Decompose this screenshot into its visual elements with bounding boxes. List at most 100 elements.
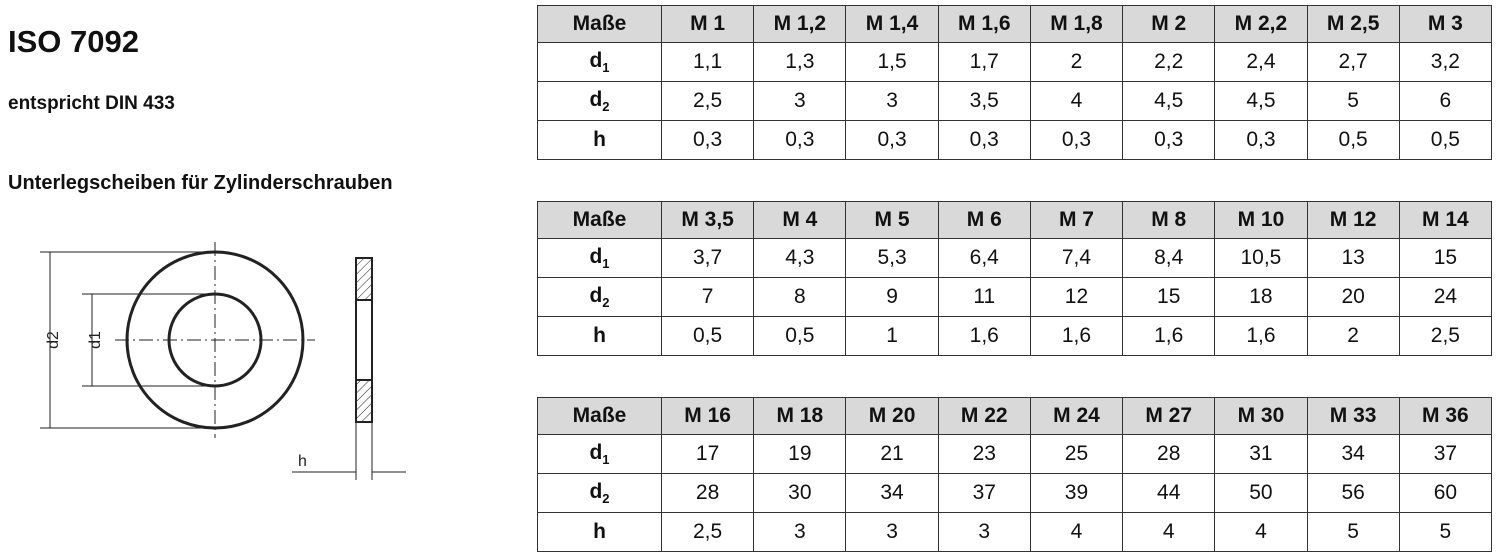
- header-cell: M 8: [1122, 201, 1216, 239]
- row-label: d2: [537, 81, 662, 121]
- data-row: h 0,3 0,3 0,3 0,3 0,3 0,3 0,3 0,5 0,5: [537, 120, 1493, 160]
- header-cell: M 2,2: [1214, 5, 1308, 43]
- cell: 0,5: [1398, 120, 1493, 160]
- row-label-sub: 1: [602, 256, 610, 272]
- cell: 3,7: [660, 238, 755, 278]
- header-cell: M 20: [845, 397, 939, 435]
- row-label-sub: 2: [602, 491, 610, 507]
- cell: 6: [1398, 81, 1493, 121]
- cell: 2,2: [1122, 42, 1216, 82]
- cell: 1,6: [1029, 316, 1124, 356]
- header-cell: M 12: [1306, 201, 1400, 239]
- cell: 2,5: [660, 512, 755, 552]
- cell: 7: [660, 277, 755, 317]
- cell: 0,5: [1306, 120, 1400, 160]
- data-row: d2 28 30 34 37 39 44 50 56 60: [537, 473, 1493, 513]
- row-label-sub: 1: [602, 60, 610, 76]
- row-label: h: [537, 120, 662, 160]
- data-row: d1 1,1 1,3 1,5 1,7 2 2,2 2,4 2,7 3,2: [537, 42, 1493, 82]
- cell: 6,4: [937, 238, 1031, 278]
- header-cell: M 7: [1029, 201, 1124, 239]
- cell: 11: [937, 277, 1031, 317]
- row-label-sub: 2: [602, 99, 610, 115]
- cell: 0,3: [845, 120, 939, 160]
- cell: 2: [1029, 42, 1124, 82]
- cell: 1: [845, 316, 939, 356]
- cell: 4,5: [1214, 81, 1308, 121]
- description: Unterlegscheiben für Zylinderschrauben: [8, 172, 393, 194]
- header-cell: M 33: [1306, 397, 1400, 435]
- cell: 15: [1122, 277, 1216, 317]
- cell: 3: [845, 512, 939, 552]
- cell: 28: [660, 473, 755, 513]
- header-cell: M 18: [753, 397, 847, 435]
- cell: 0,3: [1214, 120, 1308, 160]
- cell: 19: [753, 434, 847, 474]
- cell: 2,4: [1214, 42, 1308, 82]
- cell: 5: [1306, 512, 1400, 552]
- header-row: Maße M 16 M 18 M 20 M 22 M 24 M 27 M 30 M 33 M 36: [537, 397, 1493, 435]
- subtitle: entspricht DIN 433: [8, 93, 175, 114]
- cell: 0,3: [937, 120, 1031, 160]
- cell: 3,2: [1398, 42, 1493, 82]
- cell: 0,3: [1122, 120, 1216, 160]
- cell: 20: [1306, 277, 1400, 317]
- data-row: h 2,5 3 3 3 4 4 4 5 5: [537, 512, 1493, 552]
- row-label-text: d: [589, 244, 603, 268]
- cell: 1,3: [753, 42, 847, 82]
- cell: 1,5: [845, 42, 939, 82]
- cell: 3: [937, 512, 1031, 552]
- row-label-sub: 1: [602, 452, 610, 468]
- header-cell: Maße: [537, 397, 662, 435]
- cell: 12: [1029, 277, 1124, 317]
- cell: 3,5: [937, 81, 1031, 121]
- header-cell: M 36: [1398, 397, 1493, 435]
- header-cell: M 3: [1398, 5, 1493, 43]
- row-label: h: [537, 512, 662, 552]
- label-d2: d2: [45, 331, 62, 349]
- row-label-text: d: [589, 479, 603, 503]
- header-cell: M 4: [753, 201, 847, 239]
- cell: 4,5: [1122, 81, 1216, 121]
- cell: 3: [753, 81, 847, 121]
- row-label-text: h: [593, 520, 606, 543]
- cell: 3: [845, 81, 939, 121]
- header-cell: M 3,5: [660, 201, 755, 239]
- row-label: d2: [537, 277, 662, 317]
- header-cell: M 24: [1029, 397, 1124, 435]
- cell: 23: [937, 434, 1031, 474]
- cell: 50: [1214, 473, 1308, 513]
- cell: 37: [937, 473, 1031, 513]
- label-d1: d1: [87, 331, 104, 349]
- cell: 5,3: [845, 238, 939, 278]
- cell: 2,5: [660, 81, 755, 121]
- cell: 2,5: [1398, 316, 1493, 356]
- row-label-text: d: [589, 283, 603, 307]
- header-cell: M 5: [845, 201, 939, 239]
- header-cell: M 27: [1122, 397, 1216, 435]
- data-row: d2 7 8 9 11 12 15 18 20 24: [537, 277, 1493, 317]
- row-label-text: h: [593, 128, 606, 151]
- row-label: h: [537, 316, 662, 356]
- cell: 4,3: [753, 238, 847, 278]
- cell: 18: [1214, 277, 1308, 317]
- cell: 0,3: [660, 120, 755, 160]
- cell: 1,6: [1122, 316, 1216, 356]
- row-label: d1: [537, 42, 662, 82]
- header-cell: M 1,4: [845, 5, 939, 43]
- header-cell: M 1: [660, 5, 755, 43]
- header-cell: M 1,8: [1029, 5, 1124, 43]
- data-row: h 0,5 0,5 1 1,6 1,6 1,6 1,6 2 2,5: [537, 316, 1493, 356]
- row-label-text: h: [593, 324, 606, 347]
- cell: 24: [1398, 277, 1493, 317]
- cell: 0,5: [660, 316, 755, 356]
- cell: 31: [1214, 434, 1308, 474]
- header-cell: M 1,6: [937, 5, 1031, 43]
- cell: 7,4: [1029, 238, 1124, 278]
- cell: 37: [1398, 434, 1493, 474]
- cell: 60: [1398, 473, 1493, 513]
